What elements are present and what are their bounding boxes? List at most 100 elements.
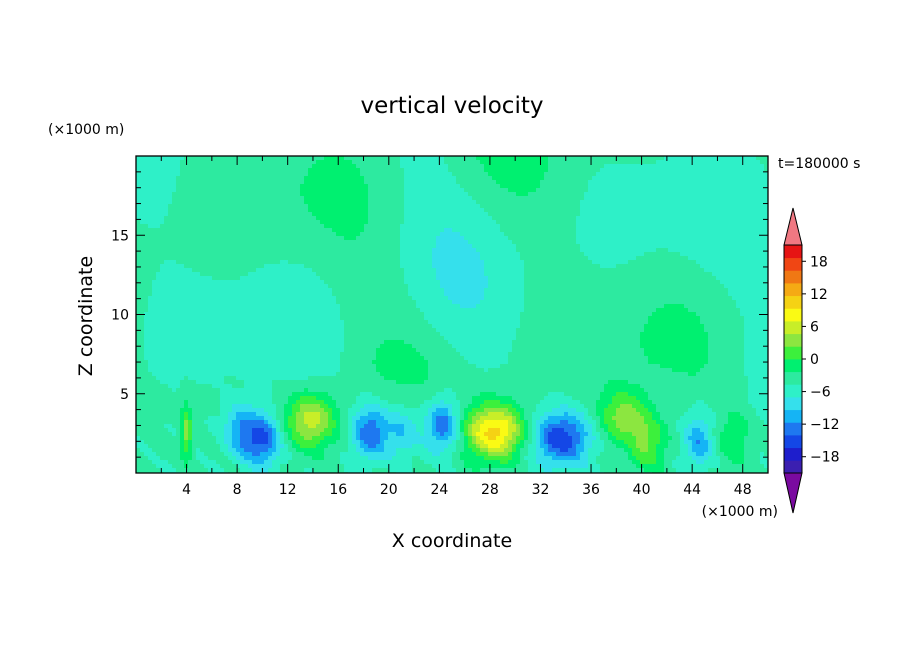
contour-cell: [164, 232, 169, 237]
contour-cell: [540, 228, 545, 233]
contour-cell: [484, 256, 489, 261]
contour-cell: [704, 180, 709, 185]
contour-cell: [252, 268, 257, 273]
contour-cell: [264, 208, 269, 213]
contour-cell: [476, 164, 481, 169]
contour-cell: [404, 224, 409, 229]
contour-cell: [692, 264, 697, 269]
contour-cell: [308, 220, 313, 225]
contour-cell: [548, 168, 553, 173]
contour-cell: [740, 264, 745, 269]
contour-cell: [452, 204, 457, 209]
contour-cell: [224, 228, 229, 233]
contour-cell: [312, 160, 317, 165]
contour-cell: [208, 204, 213, 209]
contour-cell: [388, 204, 393, 209]
contour-cell: [160, 192, 165, 197]
contour-cell: [748, 224, 753, 229]
contour-cell: [360, 184, 365, 189]
contour-cell: [336, 168, 341, 173]
contour-cell: [452, 260, 457, 265]
contour-cell: [500, 216, 505, 221]
contour-cell: [592, 216, 597, 221]
contour-cell: [184, 200, 189, 205]
contour-cell: [412, 172, 417, 177]
contour-cell: [544, 216, 549, 221]
contour-cell: [548, 244, 553, 249]
contour-cell: [320, 268, 325, 273]
contour-cell: [732, 176, 737, 181]
contour-cell: [188, 160, 193, 165]
contour-cell: [340, 216, 345, 221]
contour-cell: [308, 204, 313, 209]
contour-cell: [364, 228, 369, 233]
contour-cell: [408, 268, 413, 273]
contour-cell: [692, 224, 697, 229]
contour-cell: [364, 200, 369, 205]
contour-cell: [592, 260, 597, 265]
contour-cell: [336, 172, 341, 177]
contour-cell: [264, 164, 269, 169]
contour-cell: [296, 260, 301, 265]
contour-cell: [596, 220, 601, 225]
contour-cell: [360, 168, 365, 173]
contour-cell: [668, 192, 673, 197]
contour-cell: [396, 228, 401, 233]
contour-cell: [152, 276, 157, 281]
contour-cell: [408, 164, 413, 169]
contour-cell: [404, 204, 409, 209]
contour-cell: [156, 172, 161, 177]
contour-cell: [584, 204, 589, 209]
contour-cell: [148, 220, 153, 225]
contour-cell: [676, 172, 681, 177]
contour-cell: [300, 276, 305, 281]
contour-cell: [468, 216, 473, 221]
contour-cell: [140, 156, 145, 161]
contour-cell: [620, 240, 625, 245]
contour-cell: [580, 196, 585, 201]
contour-cell: [472, 240, 477, 245]
contour-cell: [484, 204, 489, 209]
contour-cell: [592, 200, 597, 205]
contour-cell: [520, 212, 525, 217]
contour-cell: [620, 192, 625, 197]
contour-cell: [564, 208, 569, 213]
contour-cell: [640, 268, 645, 273]
contour-cell: [288, 264, 293, 269]
contour-cell: [432, 188, 437, 193]
contour-cell: [452, 224, 457, 229]
contour-cell: [696, 192, 701, 197]
contour-cell: [172, 216, 177, 221]
contour-cell: [424, 188, 429, 193]
contour-cell: [144, 204, 149, 209]
contour-cell: [468, 160, 473, 165]
contour-cell: [224, 192, 229, 197]
contour-cell: [524, 180, 529, 185]
contour-cell: [304, 276, 309, 281]
contour-cell: [552, 216, 557, 221]
contour-cell: [588, 244, 593, 249]
contour-cell: [516, 172, 521, 177]
contour-cell: [500, 268, 505, 273]
contour-cell: [376, 168, 381, 173]
contour-cell: [568, 252, 573, 257]
contour-cell: [300, 236, 305, 241]
contour-cell: [736, 240, 741, 245]
contour-cell: [348, 164, 353, 169]
contour-cell: [136, 204, 141, 209]
contour-cell: [444, 220, 449, 225]
contour-cell: [448, 160, 453, 165]
contour-cell: [608, 260, 613, 265]
contour-cell: [628, 268, 633, 273]
contour-cell: [572, 260, 577, 265]
contour-cell: [176, 276, 181, 281]
contour-cell: [292, 220, 297, 225]
contour-cell: [712, 156, 717, 161]
contour-cell: [488, 272, 493, 277]
contour-cell: [700, 208, 705, 213]
contour-cell: [348, 276, 353, 281]
contour-cell: [416, 168, 421, 173]
contour-cell: [140, 264, 145, 269]
contour-cell: [180, 208, 185, 213]
contour-cell: [724, 224, 729, 229]
